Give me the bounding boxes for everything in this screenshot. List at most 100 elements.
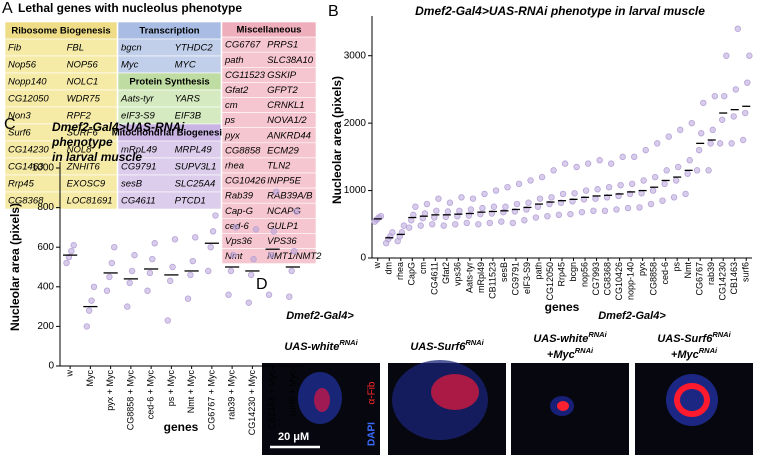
chart-title: Dmef2-Gal4>UAS-RNAi phenotype in larval … (415, 4, 705, 18)
data-point (250, 255, 257, 263)
condition-label: UAS-whiteRNAi (284, 338, 358, 353)
data-point (728, 140, 735, 147)
data-point (661, 180, 668, 188)
data-point (548, 194, 555, 201)
y-axis-label: Nucleolar area (pixels) (8, 203, 22, 331)
data-point (490, 203, 498, 210)
data-point (561, 160, 569, 167)
data-point (63, 259, 70, 267)
fly-gene: CG14230 (8, 145, 49, 156)
human-gene: NOVA1/2 (267, 115, 307, 126)
fly-gene: Non3 (8, 111, 31, 122)
x-tick-label: CB11523 (487, 262, 497, 299)
panel-letter: D (256, 276, 268, 293)
x-tick-label: CapG (407, 262, 417, 286)
human-gene: CRNKL1 (267, 100, 305, 111)
fly-gene: Gfat2 (225, 85, 249, 96)
data-point (431, 214, 438, 221)
data-point (594, 186, 601, 193)
condition-superscript: RNAi (465, 338, 484, 347)
panel-letter: B (328, 3, 339, 20)
x-tick-label: sesB (499, 262, 509, 282)
x-axis-label: genes (545, 300, 580, 314)
human-gene: EIF3B (175, 111, 202, 122)
fly-gene: Aats-tyr (120, 94, 155, 105)
x-tick-label: w (372, 262, 382, 270)
fly-gene: CG8368 (8, 196, 44, 207)
y-tick-label: 1000 (344, 185, 367, 196)
data-point (268, 251, 275, 259)
data-point (475, 221, 482, 228)
table-header: Mitochondrial Biogenesis (112, 128, 228, 139)
data-point (389, 229, 396, 236)
data-point (207, 243, 214, 251)
condition-text: +Myc (671, 349, 699, 361)
x-tick-label: nopp-140 (625, 262, 635, 300)
data-point (452, 221, 459, 228)
data-point (538, 173, 546, 181)
human-gene: SURF6 (67, 128, 99, 139)
data-point (744, 79, 751, 86)
scale-bar-label: 20 μM (278, 431, 309, 443)
fly-gene: CG4611 (121, 196, 156, 207)
data-point (286, 293, 293, 300)
data-point (273, 188, 280, 195)
data-point (613, 206, 620, 213)
human-gene: RAB39A/B (267, 191, 313, 202)
data-point (377, 212, 385, 220)
data-point (649, 187, 657, 194)
data-point (709, 126, 716, 134)
data-point (124, 303, 131, 310)
data-point (513, 200, 521, 208)
data-point (151, 240, 158, 247)
data-point (458, 194, 465, 201)
x-tick-label: path (533, 262, 543, 280)
data-point (746, 52, 753, 59)
nucleolus (557, 401, 569, 411)
condition-label: +MycRNAi (671, 346, 718, 361)
data-point (515, 180, 523, 188)
y-tick-label: 1000 (32, 163, 55, 174)
fly-gene: CG1463 (8, 162, 44, 173)
human-gene: PTCD1 (175, 196, 206, 207)
table-header: Transcription (139, 26, 199, 37)
data-point (463, 219, 470, 227)
data-point (293, 208, 300, 215)
condition-text: UAS-white (284, 341, 339, 353)
data-point (166, 277, 174, 285)
x-tick-label: CB1463 + Myc (267, 370, 277, 430)
data-point (573, 163, 580, 171)
data-point (265, 291, 273, 298)
data-point (742, 109, 749, 117)
data-point (654, 140, 661, 147)
y-tick-label: 800 (37, 202, 54, 213)
y-tick-label: 2000 (344, 118, 367, 129)
data-point (164, 317, 171, 324)
x-axis-label: genes (164, 420, 199, 434)
data-point (429, 221, 436, 228)
y-tick-label: 400 (37, 281, 54, 292)
data-point (467, 206, 475, 213)
condition-superscript: RNAi (588, 330, 607, 339)
data-point (705, 167, 712, 174)
data-point (189, 257, 197, 265)
condition-superscript: RNAi (712, 330, 731, 339)
x-tick-label: bcgn (568, 262, 578, 282)
data-point (400, 222, 408, 229)
human-gene: NCAPG (267, 206, 301, 217)
data-point (647, 200, 655, 208)
data-point (521, 217, 528, 224)
data-point (707, 140, 714, 147)
data-point (446, 199, 454, 206)
fly-gene: Fib (8, 43, 21, 54)
data-point (732, 86, 739, 93)
x-tick-label: ced-6 (660, 262, 670, 285)
table-cell (4, 38, 118, 57)
data-point (605, 183, 613, 191)
data-point (405, 224, 413, 231)
data-point (642, 146, 649, 154)
data-point (184, 295, 192, 302)
y-tick-label: 3000 (344, 50, 367, 61)
data-point (245, 299, 252, 306)
human-gene: MRPL49 (175, 145, 213, 156)
